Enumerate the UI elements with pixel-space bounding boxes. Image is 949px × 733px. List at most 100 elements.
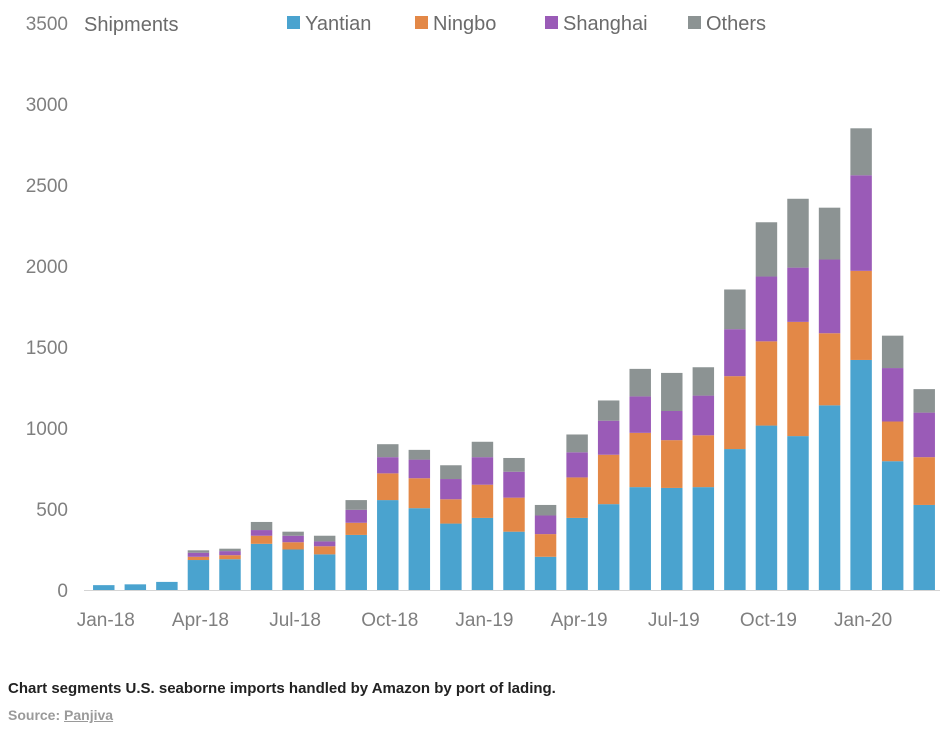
source-line: Source: Panjiva <box>8 707 113 723</box>
bar-ningbo-may-19 <box>597 454 620 505</box>
y-tick-label: 3500 <box>26 14 68 35</box>
bar-shanghai-sep-18 <box>345 509 367 523</box>
bar-shanghai-mar-19 <box>534 515 557 535</box>
bar-others-aug-18 <box>313 535 336 542</box>
x-tick-label: Jan-19 <box>455 610 513 631</box>
y-tick-label: 3000 <box>26 95 68 116</box>
bar-yantian-apr-18 <box>187 560 210 590</box>
bar-others-apr-18 <box>187 550 210 553</box>
y-tick-label: 1500 <box>26 338 68 359</box>
bar-yantian-dec-19 <box>818 405 841 590</box>
bar-others-aug-19 <box>692 367 715 396</box>
bar-ningbo-sep-19 <box>724 376 746 450</box>
bar-shanghai-jun-19 <box>629 396 651 433</box>
bar-shanghai-jul-18 <box>282 535 304 543</box>
source-link[interactable]: Panjiva <box>64 707 114 723</box>
x-tick-label: Apr-18 <box>172 610 229 631</box>
bar-yantian-nov-18 <box>408 508 431 590</box>
bar-others-dec-18 <box>440 465 462 480</box>
x-tick-label: Jan-18 <box>77 610 135 631</box>
legend-swatch-ningbo <box>415 16 428 29</box>
bar-yantian-aug-19 <box>692 487 715 590</box>
y-tick-label: 500 <box>36 500 68 521</box>
bar-others-jun-18 <box>250 521 273 531</box>
bar-others-feb-20 <box>881 335 904 369</box>
y-tick-label: 2000 <box>26 257 68 278</box>
bar-yantian-sep-19 <box>724 449 746 590</box>
bar-yantian-feb-19 <box>503 531 525 590</box>
y-tick-label: 1000 <box>26 419 68 440</box>
y-tick-label: 0 <box>57 581 68 602</box>
bar-yantian-jul-19 <box>661 487 683 590</box>
legend-label-shanghai: Shanghai <box>563 13 648 35</box>
bar-others-nov-18 <box>408 449 431 460</box>
bar-ningbo-apr-18 <box>187 556 210 561</box>
bar-ningbo-sep-18 <box>345 522 367 535</box>
legend-swatch-others <box>688 16 701 29</box>
y-tick-label: 2500 <box>26 176 68 197</box>
bar-others-jul-18 <box>282 531 304 536</box>
x-tick-label: Jul-19 <box>648 610 700 631</box>
bar-ningbo-feb-19 <box>503 497 525 532</box>
source-label: Source: <box>8 707 61 723</box>
x-tick-label: Oct-18 <box>361 610 418 631</box>
bar-yantian-jan-18 <box>93 585 115 590</box>
bar-ningbo-jan-19 <box>471 484 494 518</box>
bar-ningbo-jun-19 <box>629 432 651 488</box>
bar-shanghai-feb-19 <box>503 471 525 498</box>
bar-shanghai-feb-20 <box>881 368 904 422</box>
legend-label-yantian: Yantian <box>305 13 371 35</box>
bar-shanghai-nov-18 <box>408 459 431 479</box>
bar-ningbo-may-18 <box>219 555 241 560</box>
bar-others-may-18 <box>219 548 241 552</box>
bar-yantian-may-18 <box>219 559 241 590</box>
bar-yantian-feb-20 <box>881 461 904 590</box>
bar-others-jan-19 <box>471 441 494 458</box>
bar-yantian-may-19 <box>597 504 620 590</box>
bar-others-mar-20 <box>913 389 935 413</box>
legend-swatch-shanghai <box>545 16 558 29</box>
bar-yantian-mar-20 <box>913 504 935 590</box>
bar-yantian-aug-18 <box>313 554 336 590</box>
bar-shanghai-apr-19 <box>566 452 588 478</box>
bar-ningbo-mar-19 <box>534 534 557 557</box>
bar-shanghai-jun-18 <box>250 530 273 536</box>
bar-ningbo-apr-19 <box>566 477 588 518</box>
bar-ningbo-mar-20 <box>913 457 935 505</box>
bar-others-feb-19 <box>503 457 525 472</box>
bar-ningbo-jul-19 <box>661 440 683 488</box>
bar-shanghai-may-18 <box>219 551 241 556</box>
stacked-bar-chart: 0 500 1000 1500 2000 2500 3000 3500 Shipments Yan… <box>26 13 940 631</box>
chart-caption: Chart segments U.S. seaborne imports han… <box>8 680 556 697</box>
bar-shanghai-jan-20 <box>850 175 872 271</box>
legend-label-others: Others <box>706 13 766 35</box>
bar-others-oct-19 <box>755 222 778 277</box>
bar-shanghai-jan-19 <box>471 457 494 485</box>
bar-ningbo-nov-18 <box>408 478 431 509</box>
bar-yantian-jun-18 <box>250 543 273 590</box>
bar-shanghai-dec-19 <box>818 259 841 334</box>
bar-others-may-19 <box>597 400 620 421</box>
bar-shanghai-oct-19 <box>755 276 778 342</box>
bar-yantian-mar-19 <box>534 556 557 590</box>
bar-yantian-jan-20 <box>850 359 872 590</box>
y-axis-label: Shipments <box>84 14 179 36</box>
bar-yantian-oct-18 <box>377 500 399 590</box>
bar-others-jul-19 <box>661 372 683 411</box>
x-tick-label: Jan-20 <box>834 610 892 631</box>
bar-others-dec-19 <box>818 207 841 260</box>
bar-ningbo-oct-18 <box>377 473 399 501</box>
bar-yantian-oct-19 <box>755 425 778 590</box>
legend-label-ningbo: Ningbo <box>433 13 496 35</box>
bar-yantian-dec-18 <box>440 523 462 590</box>
bar-yantian-jun-19 <box>629 487 651 590</box>
bar-shanghai-aug-18 <box>313 541 336 547</box>
bar-others-nov-19 <box>787 198 809 268</box>
bar-yantian-feb-18 <box>124 584 147 590</box>
bar-shanghai-nov-19 <box>787 267 809 322</box>
bar-shanghai-dec-18 <box>440 479 462 500</box>
bar-shanghai-oct-18 <box>377 457 399 474</box>
bar-shanghai-apr-18 <box>187 552 210 557</box>
bar-ningbo-feb-20 <box>881 421 904 462</box>
x-tick-label: Oct-19 <box>740 610 797 631</box>
